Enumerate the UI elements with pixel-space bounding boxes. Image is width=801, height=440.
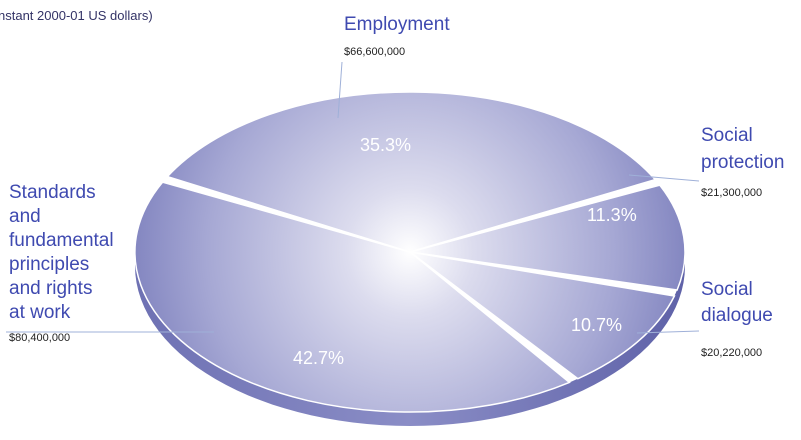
slice-label-social-protection-line2: protection	[701, 152, 784, 173]
slice-label-standards-line6: at work	[9, 302, 71, 323]
leader-line-employment	[337, 61, 343, 119]
slice-percent-employment: 35.3%	[360, 135, 411, 155]
slice-label-social-protection-line1: Social	[701, 125, 753, 146]
slice-label-standards-line3: fundamental	[9, 230, 114, 251]
pie-slice-social-protection	[409, 184, 686, 291]
pie-slice-standards	[134, 181, 571, 413]
leader-lines-group	[6, 61, 700, 334]
slice-label-social-dialogue-line2: dialogue	[701, 305, 773, 326]
slice-label-social-dialogue-line1: Social	[701, 279, 753, 300]
slice-amount-social-protection: $21,300,000	[701, 187, 762, 199]
slice-amount-employment: $66,600,000	[344, 46, 405, 58]
slice-amount-standards: $80,400,000	[9, 332, 70, 344]
slice-label-employment: Employment	[344, 14, 450, 35]
pie-slice-social-dialogue	[409, 251, 676, 380]
slice-percent-social-protection: 11.3%	[587, 205, 637, 225]
pie-slices-group	[134, 91, 686, 426]
slice-label-standards-line4: principles	[9, 254, 89, 275]
slice-amount-social-dialogue: $20,220,000	[701, 347, 762, 359]
slice-label-standards-line1: Standards	[9, 182, 96, 203]
chart-subtitle: nstant 2000-01 US dollars)	[0, 8, 153, 23]
slice-percent-social-dialogue: 10.7%	[571, 315, 622, 335]
slice-label-standards-line2: and	[9, 206, 41, 227]
pie-slice-employment	[166, 91, 657, 253]
slice-label-standards-line5: and rights	[9, 278, 92, 299]
slice-percent-standards: 42.7%	[293, 348, 344, 368]
leader-line-social-protection	[628, 174, 700, 182]
leader-line-social-dialogue	[636, 330, 700, 334]
